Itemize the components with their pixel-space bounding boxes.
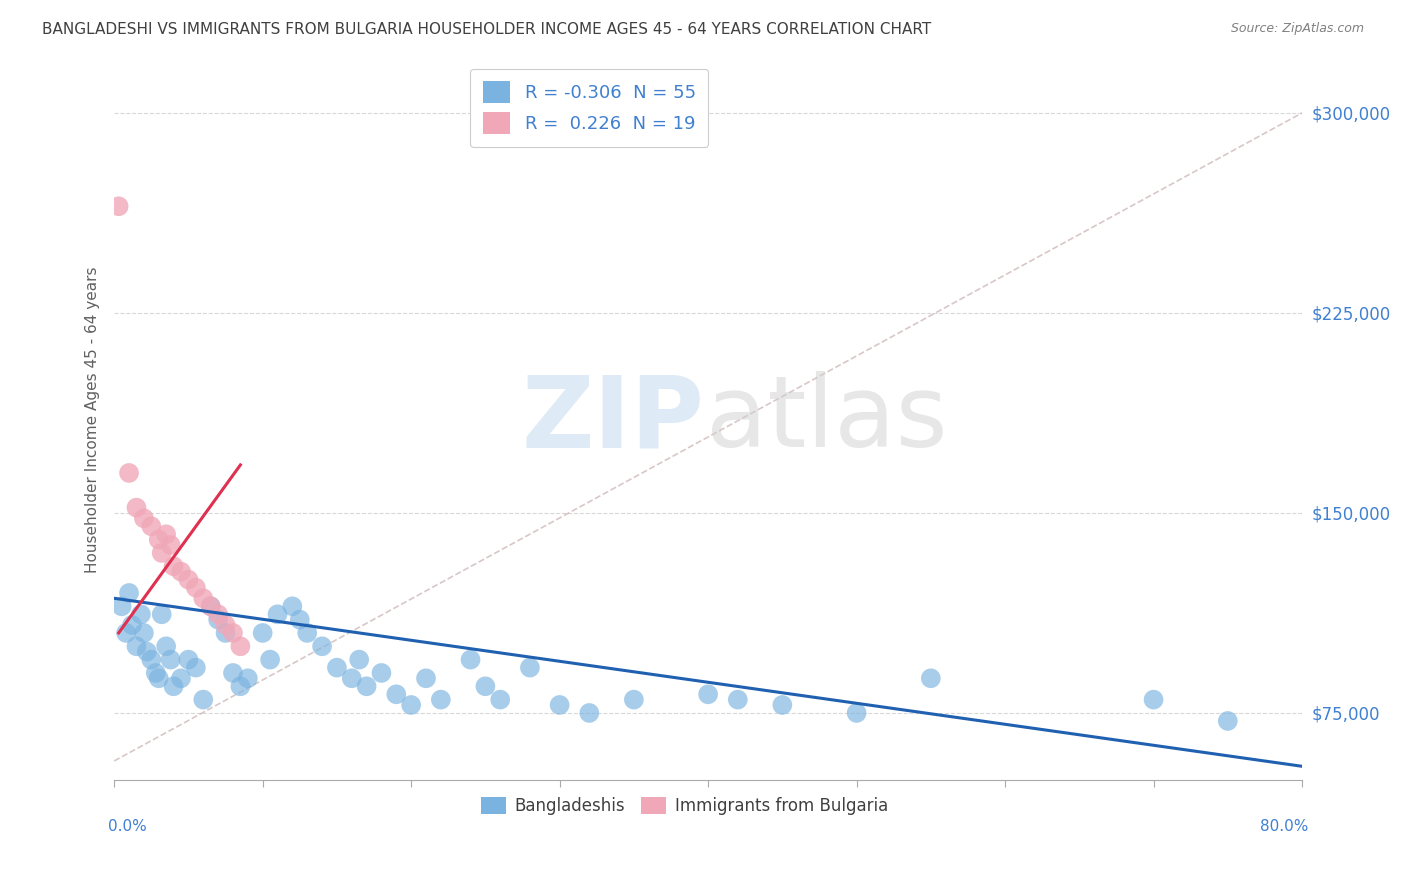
Point [193, 591, 215, 606]
Point [125, 500, 148, 515]
Point [578, 706, 600, 720]
Point [150, 607, 173, 622]
Point [460, 652, 482, 666]
Point [159, 538, 181, 552]
Point [141, 519, 163, 533]
Point [132, 511, 155, 525]
Point [474, 679, 496, 693]
Point [920, 671, 942, 685]
Point [356, 679, 378, 693]
Point [184, 581, 207, 595]
Text: ZIP: ZIP [522, 371, 704, 468]
Point [770, 698, 793, 712]
Point [623, 692, 645, 706]
Point [347, 652, 370, 666]
Text: 80.0%: 80.0% [1260, 819, 1308, 834]
Point [311, 640, 333, 654]
Point [214, 626, 236, 640]
Point [370, 665, 392, 680]
Point [326, 660, 349, 674]
Point [222, 626, 245, 640]
Point [727, 692, 749, 706]
Point [236, 671, 259, 685]
Point [141, 652, 163, 666]
Point [845, 706, 868, 720]
Point [129, 607, 152, 622]
Legend: Bangladeshis, Immigrants from Bulgaria: Bangladeshis, Immigrants from Bulgaria [474, 790, 894, 822]
Point [110, 599, 132, 614]
Point [107, 199, 129, 213]
Point [399, 698, 422, 712]
Point [229, 640, 252, 654]
Point [1216, 714, 1239, 728]
Point [340, 671, 363, 685]
Text: 0.0%: 0.0% [108, 819, 148, 834]
Point [430, 692, 453, 706]
Point [548, 698, 571, 712]
Point [229, 679, 252, 693]
Point [214, 618, 236, 632]
Point [132, 626, 155, 640]
Y-axis label: Householder Income Ages 45 - 64 years: Householder Income Ages 45 - 64 years [86, 267, 100, 573]
Point [252, 626, 274, 640]
Point [145, 665, 167, 680]
Point [184, 660, 207, 674]
Point [121, 618, 143, 632]
Point [519, 660, 541, 674]
Point [297, 626, 319, 640]
Point [125, 640, 148, 654]
Point [489, 692, 512, 706]
Point [385, 687, 408, 701]
Point [170, 671, 193, 685]
Point [259, 652, 281, 666]
Point [155, 527, 177, 541]
Point [200, 599, 222, 614]
Point [222, 665, 245, 680]
Point [150, 546, 173, 560]
Point [162, 679, 184, 693]
Point [697, 687, 720, 701]
Point [207, 613, 229, 627]
Point [115, 626, 138, 640]
Point [135, 645, 157, 659]
Point [193, 692, 215, 706]
Point [207, 607, 229, 622]
Point [288, 613, 311, 627]
Point [159, 652, 181, 666]
Point [155, 640, 177, 654]
Point [281, 599, 304, 614]
Point [162, 559, 184, 574]
Point [170, 565, 193, 579]
Point [177, 573, 200, 587]
Point [266, 607, 288, 622]
Text: BANGLADESHI VS IMMIGRANTS FROM BULGARIA HOUSEHOLDER INCOME AGES 45 - 64 YEARS CO: BANGLADESHI VS IMMIGRANTS FROM BULGARIA … [42, 22, 931, 37]
Text: Source: ZipAtlas.com: Source: ZipAtlas.com [1230, 22, 1364, 36]
Point [200, 599, 222, 614]
Text: atlas: atlas [706, 371, 948, 468]
Point [118, 586, 141, 600]
Point [415, 671, 437, 685]
Point [148, 533, 170, 547]
Point [1142, 692, 1164, 706]
Point [148, 671, 170, 685]
Point [177, 652, 200, 666]
Point [118, 466, 141, 480]
